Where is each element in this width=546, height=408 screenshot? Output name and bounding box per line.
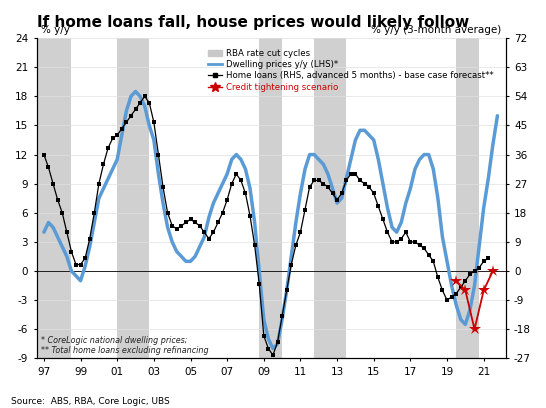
Text: Source:  ABS, RBA, Core Logic, UBS: Source: ABS, RBA, Core Logic, UBS <box>11 397 170 406</box>
Text: * CoreLogic national dwelling prices;
** Total home loans excluding refinancing: * CoreLogic national dwelling prices; **… <box>41 336 209 355</box>
Text: % y/y: % y/y <box>41 25 70 35</box>
Bar <box>456 38 479 358</box>
Bar <box>117 38 149 358</box>
Text: % y/y (3-month average): % y/y (3-month average) <box>371 25 501 35</box>
Legend: RBA rate cut cycles, Dwelling prices y/y (LHS)*, Home loans (RHS, advanced 5 mon: RBA rate cut cycles, Dwelling prices y/y… <box>205 46 497 95</box>
Bar <box>314 38 346 358</box>
Text: If home loans fall, house prices would likely follow: If home loans fall, house prices would l… <box>37 15 469 30</box>
Bar <box>37 38 72 358</box>
Bar <box>259 38 282 358</box>
